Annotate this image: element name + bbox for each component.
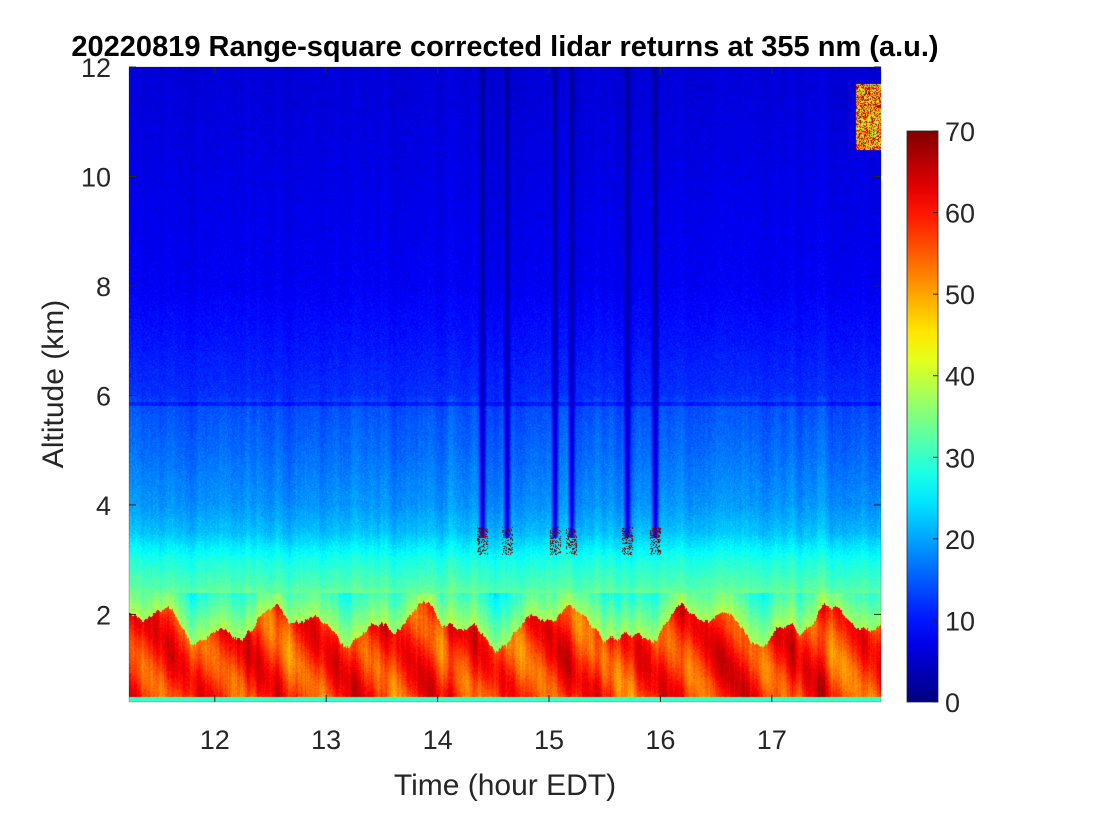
colorbar-tick-label: 50 <box>945 280 975 310</box>
x-tick-label: 16 <box>645 725 675 755</box>
x-tick-label: 13 <box>311 725 341 755</box>
plot-axes: 12 13 14 15 16 17 2 4 6 8 10 12 <box>81 53 882 755</box>
y-tick-label: 6 <box>96 381 111 411</box>
colorbar-tick-label: 60 <box>945 199 975 229</box>
x-tick-label: 17 <box>757 725 787 755</box>
y-tick-label: 12 <box>81 53 111 83</box>
y-tick-label: 8 <box>96 272 111 302</box>
plot-frame <box>128 66 882 703</box>
colorbar-tick-label: 40 <box>945 362 975 392</box>
chart-title: 20220819 Range-square corrected lidar re… <box>71 31 938 63</box>
y-tick-label: 2 <box>96 600 111 630</box>
colorbar-tick-label: 10 <box>945 606 975 636</box>
colorbar: 0 10 20 30 40 50 60 70 <box>906 117 975 718</box>
x-tick-label: 15 <box>534 725 564 755</box>
x-axis-label: Time (hour EDT) <box>394 769 616 802</box>
heatmap-image <box>129 67 881 702</box>
x-tick-label: 14 <box>423 725 453 755</box>
y-axis-label: Altitude (km) <box>37 300 70 468</box>
colorbar-tick-label: 30 <box>945 443 975 473</box>
colorbar-tick-label: 0 <box>945 688 960 718</box>
colorbar-tick-label: 70 <box>945 117 975 147</box>
y-tick-label: 10 <box>81 162 111 192</box>
x-tick-label: 12 <box>200 725 230 755</box>
y-tick-label: 4 <box>96 491 111 521</box>
colorbar-bar <box>906 130 939 703</box>
colorbar-tick-label: 20 <box>945 525 975 555</box>
heatmap-plot-area <box>129 67 881 702</box>
